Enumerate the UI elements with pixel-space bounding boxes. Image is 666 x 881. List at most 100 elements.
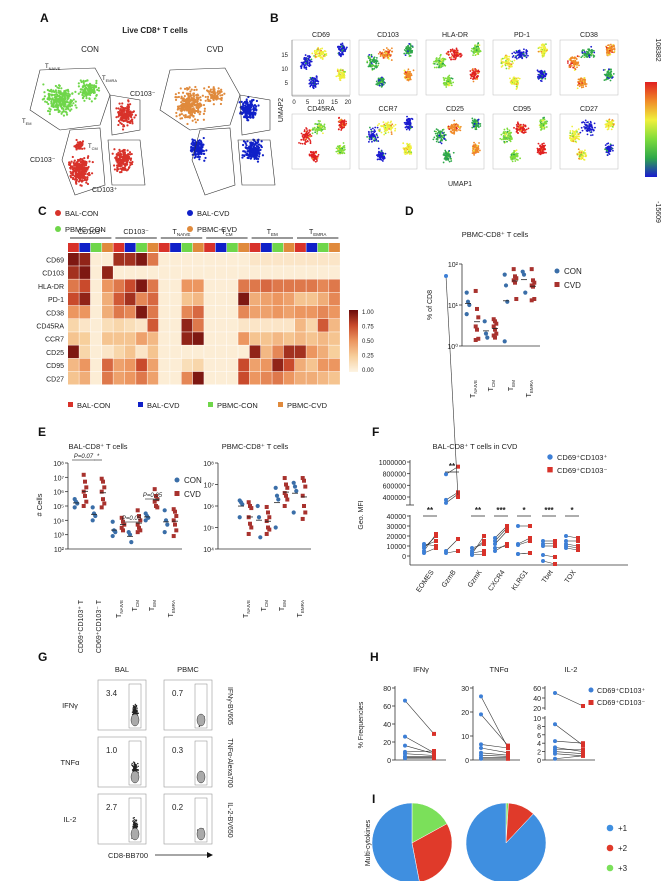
umap-cell-point <box>242 104 245 107</box>
umap-cell-point <box>206 95 210 98</box>
umap-cell-point <box>368 133 370 136</box>
umap-cell-point <box>442 59 445 62</box>
umap-cell-point <box>513 51 516 54</box>
umap-cell-point <box>194 153 197 157</box>
umap-cell-point <box>81 161 84 164</box>
umap-cell-point <box>394 127 397 130</box>
umap-cell-point <box>183 87 187 90</box>
umap-cell-point <box>384 50 387 53</box>
umap-cell-point <box>512 62 514 65</box>
umap-cell-point <box>252 115 255 119</box>
umap-cell-point <box>68 104 71 107</box>
umap-cell-point <box>193 111 196 115</box>
umap-cell-point <box>116 154 119 157</box>
umap-cell-point <box>92 89 96 92</box>
umap-cell-point <box>544 75 547 78</box>
umap-cell-point <box>573 69 576 71</box>
umap-cell-point <box>609 76 612 79</box>
umap-cell-point <box>573 65 576 68</box>
umap-cell-point <box>187 106 190 110</box>
umap-cell-point <box>473 120 476 123</box>
umap-cell-point <box>59 97 63 100</box>
umap-cell-point <box>575 57 578 60</box>
umap-cell-point <box>457 52 460 55</box>
umap-cell-point <box>433 130 436 133</box>
umap-cell-point <box>77 82 80 85</box>
umap-cell-point <box>374 126 377 129</box>
umap-cell-point <box>190 148 193 151</box>
umap-cell-point <box>180 112 184 116</box>
umap-cell-point <box>543 71 546 74</box>
umap-cell-point <box>407 150 410 153</box>
umap-cell-point <box>115 116 118 119</box>
umap-cell-point <box>478 149 481 152</box>
umap-cell-point <box>119 156 122 159</box>
umap-cell-point <box>311 132 314 135</box>
umap-cell-point <box>447 82 449 85</box>
umap-cell-point <box>314 55 317 58</box>
umap-cell-point <box>129 110 132 113</box>
umap-cell-point <box>442 76 445 79</box>
umap-cell-point <box>219 94 222 97</box>
umap-cell-point <box>62 105 65 108</box>
umap-cell-point <box>538 70 541 73</box>
umap-cell-point <box>86 176 89 179</box>
umap-cell-point <box>442 161 445 164</box>
umap-cell-point <box>448 128 451 131</box>
umap-cell-point <box>72 168 75 171</box>
umap-cell-point <box>545 43 547 46</box>
umap-cell-point <box>475 53 478 56</box>
umap-cell-point <box>193 139 196 142</box>
umap-cell-point <box>119 150 122 153</box>
umap-cell-point <box>519 125 521 128</box>
umap-cell-point <box>130 152 133 156</box>
umap-cell-point <box>513 126 515 129</box>
umap-cell-point <box>544 46 547 49</box>
umap-cell-point <box>308 55 310 57</box>
umap-cell-point <box>378 122 380 125</box>
umap-cell-point <box>174 98 178 101</box>
umap-cell-point <box>81 85 84 89</box>
umap-cell-point <box>572 62 575 65</box>
umap-cell-point <box>451 54 454 57</box>
umap-cell-point <box>188 96 191 99</box>
umap-cell-point <box>201 94 204 97</box>
umap-cell-point <box>444 77 447 80</box>
umap-cell-point <box>453 119 456 122</box>
umap-cell-point <box>322 128 325 131</box>
tnaive-annotation: TNAIVE <box>45 64 61 71</box>
umap-cell-point <box>612 73 615 75</box>
umap-cell-point <box>241 143 245 147</box>
umap-cell-point <box>177 107 180 110</box>
umap-cell-point <box>474 145 477 148</box>
umap-cell-point <box>472 125 475 128</box>
umap-cell-point <box>79 165 83 168</box>
umap-cell-point <box>539 72 542 74</box>
umap-cell-point <box>71 176 75 179</box>
umap-cell-point <box>94 86 98 89</box>
umap-cell-point <box>440 135 443 137</box>
umap-cell-point <box>404 148 407 151</box>
umap-cell-point <box>65 92 68 95</box>
umap-cell-point <box>300 132 303 135</box>
umap-cell-point <box>409 46 411 49</box>
umap-cell-point <box>308 59 311 62</box>
umap-cell-point <box>198 158 201 161</box>
umap-cell-point <box>474 70 476 73</box>
umap-cell-point <box>300 67 303 70</box>
umap-cell-point <box>194 100 198 103</box>
umap-cell-point <box>195 96 198 99</box>
umap-cell-point <box>404 76 407 79</box>
umap-cell-point <box>186 103 189 106</box>
umap-cell-point <box>212 98 215 102</box>
umap-cell-point <box>82 176 85 180</box>
temra-annotation: TEMRA <box>102 76 117 83</box>
umap-cell-point <box>56 104 59 107</box>
umap-cell-point <box>340 43 343 46</box>
umap-cell-point <box>582 86 585 88</box>
umap-cell-point <box>521 131 524 133</box>
umap-cell-point <box>580 56 583 59</box>
umap-cvd <box>174 85 265 163</box>
umap-cell-point <box>319 128 322 131</box>
umap-cell-point <box>567 62 569 64</box>
